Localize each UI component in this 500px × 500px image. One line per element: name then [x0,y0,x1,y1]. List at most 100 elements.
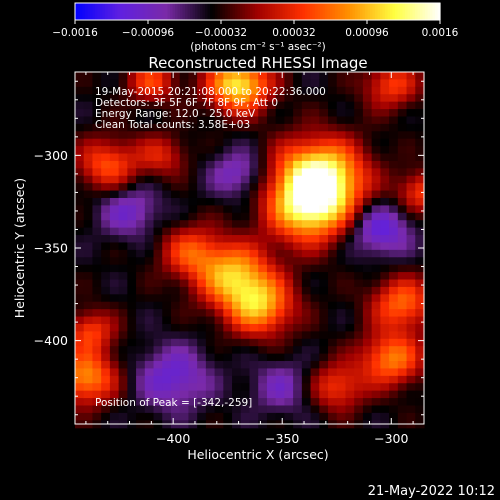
heatmap-cell [109,146,120,155]
heatmap-cell [232,286,242,295]
heatmap-cell [153,346,163,355]
heatmap-cell [170,138,181,147]
heatmap-cell [328,398,338,407]
heatmap-cell [197,116,207,125]
heatmap-cell [397,368,408,377]
heatmap-cell [240,123,251,132]
heatmap-cell [371,323,381,332]
heatmap-cell [232,316,242,325]
heatmap-cell [310,361,320,370]
axes: −400 −350 −300−300−350−400 [34,72,424,446]
colorbar-segment [145,3,149,20]
heatmap-cell [415,116,425,125]
heatmap-cell [162,123,172,132]
heatmap-cell [266,331,277,340]
heatmap-cell [275,190,285,199]
heatmap-cell [240,383,251,392]
heatmap-cell [109,390,120,399]
heatmap-cell [232,131,242,140]
heatmap-cell [380,131,390,140]
heatmap-cell [380,123,390,132]
heatmap-cell [266,242,277,251]
heatmap-cell [328,160,338,169]
heatmap-cell [109,190,120,199]
heatmap-cell [205,220,216,229]
heatmap-cell [415,272,425,281]
heatmap-cell [310,338,320,347]
heatmap-cell [415,242,425,251]
heatmap-cell [249,131,259,140]
heatmap-cell [275,138,285,147]
heatmap-cell [188,190,198,199]
heatmap-cell [197,316,207,325]
heatmap-cell [397,153,408,162]
heatmap-cell [301,109,312,118]
heatmap-cell [345,375,355,384]
heatmap-cell [406,227,416,236]
heatmap-cell [258,249,268,258]
heatmap-cell [275,279,285,288]
colorbar-segment [292,3,296,20]
heatmap-cell [153,94,163,103]
heatmap-cell [275,123,285,132]
heatmap-cell [319,168,329,177]
heatmap-cell [266,183,277,192]
heatmap-cell [188,294,198,303]
heatmap-cell [232,242,242,251]
heatmap-cell [188,212,198,221]
heatmap-cell [380,301,390,310]
heatmap-cell [293,190,303,199]
heatmap-cell [249,86,259,95]
heatmap-cell [118,138,128,147]
heatmap-cell [153,190,163,199]
heatmap-cell [136,331,146,340]
heatmap-cell [153,146,163,155]
heatmap-cell [188,183,198,192]
heatmap-cell [301,160,312,169]
heatmap-cell [310,131,320,140]
heatmap-cell [179,153,190,162]
heatmap-cell [380,197,390,206]
heatmap-cell [249,183,259,192]
colorbar-segment [237,3,241,20]
heatmap-cell [205,375,216,384]
heatmap-cell [223,153,233,162]
heatmap-cell [101,242,111,251]
heatmap-cell [170,160,181,169]
heatmap-cell [328,338,338,347]
y-tick-label: −400 [34,333,68,348]
heatmap-cell [118,383,128,392]
heatmap-cell [284,346,294,355]
x-tick-label: −400 [156,431,190,446]
heatmap-cell [214,227,224,236]
heatmap-cell [144,116,155,125]
heatmap-cell [144,405,155,414]
heatmap-cell [136,131,146,140]
heatmap-cell [127,138,137,147]
heatmap-cell [101,257,111,266]
heatmap-cell [371,235,381,244]
heatmap-cell [153,197,163,206]
heatmap-cell [415,94,425,103]
heatmap-cell [293,361,303,370]
heatmap-cell [101,72,111,81]
heatmap-cell [223,168,233,177]
heatmap-cell [83,242,94,251]
heatmap-cell [214,353,224,362]
heatmap-cell [75,227,85,236]
heatmap-cell [101,375,111,384]
heatmap-cell [310,316,320,325]
heatmap-cell [258,138,268,147]
heatmap-cell [136,346,146,355]
heatmap-cell [118,257,128,266]
heatmap-cell [319,116,329,125]
heatmap-cell [240,212,251,221]
heatmap-cell [415,109,425,118]
heatmap-cell [275,383,285,392]
heatmap-cell [179,316,190,325]
heatmap-cell [232,79,242,88]
heatmap-cell [301,146,312,155]
heatmap-cell [310,123,320,132]
heatmap-cell [162,346,172,355]
heatmap-cell [249,383,259,392]
